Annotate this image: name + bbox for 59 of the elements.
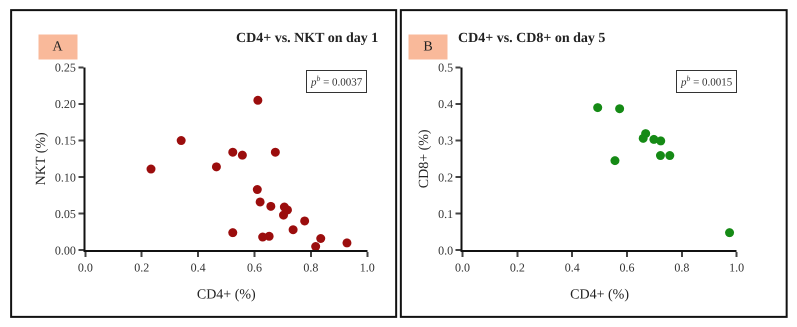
y-tick-label: 0.25 (54, 60, 76, 75)
text: 0.0 (438, 243, 454, 258)
text: 0.00 (54, 243, 76, 258)
point (238, 150, 247, 160)
chart-title: CD4+ vs. NKT on day 1 (236, 31, 378, 46)
x-axis-title: CD4+ (%) (570, 287, 630, 302)
x-tick-label: 0.8 (674, 260, 690, 275)
point (593, 103, 602, 112)
x-tick-label: 0.4 (190, 260, 206, 275)
point (264, 232, 274, 241)
y-tick-label: 0.4 (438, 97, 454, 112)
x-tick-label: 0.6 (246, 260, 262, 275)
point (342, 238, 352, 248)
point (300, 216, 310, 226)
y-axis-title: NKT (%) (34, 132, 50, 186)
x-tick-label: 0.4 (564, 260, 580, 275)
chart-title: CD4+ vs. CD8+ on day 5 (458, 31, 606, 46)
x-tick-label: 0.8 (303, 260, 318, 275)
x-tick-label: 0.2 (510, 260, 525, 275)
annotation: p$^{b}$ = 0.0015 (680, 74, 733, 89)
x-tick-label: 0.6 (620, 260, 635, 275)
point (656, 151, 665, 160)
point (266, 202, 276, 211)
annotation: p$^{b}$ = 0.0037 (310, 74, 363, 89)
x-tick-label: 0.2 (134, 260, 150, 275)
point (288, 225, 298, 234)
text: 1.0 (729, 260, 744, 275)
text: B (423, 40, 433, 54)
point (656, 136, 666, 146)
y-tick-label: 0.15 (54, 134, 76, 148)
x-axis-title: CD4+ (%) (196, 287, 256, 302)
y-tick-label: 0.1 (438, 206, 454, 221)
point (279, 210, 288, 220)
point (212, 162, 221, 172)
point (253, 96, 262, 105)
y-axis-title: CD8+ (%) (417, 129, 432, 188)
text: 0.0 (78, 260, 93, 275)
y-tick-label: 0.2 (438, 170, 454, 184)
point (665, 151, 674, 160)
point (176, 136, 186, 146)
point (256, 197, 265, 206)
y-tick-label: 0.3 (438, 134, 454, 148)
point (610, 156, 620, 166)
y-tick-label: 0.5 (438, 60, 454, 75)
y-tick-label: 0.05 (54, 206, 76, 221)
text: A (52, 40, 64, 54)
point (641, 129, 650, 138)
point (146, 164, 156, 174)
text: 0.20 (54, 97, 76, 112)
point (252, 185, 262, 194)
point (228, 148, 238, 157)
text: 0.10 (54, 170, 76, 184)
text: 0.0 (455, 260, 470, 275)
point (228, 228, 238, 238)
point (316, 234, 326, 243)
point (615, 104, 624, 114)
text: 1.0 (360, 260, 375, 275)
point (270, 148, 280, 157)
point (725, 228, 734, 238)
